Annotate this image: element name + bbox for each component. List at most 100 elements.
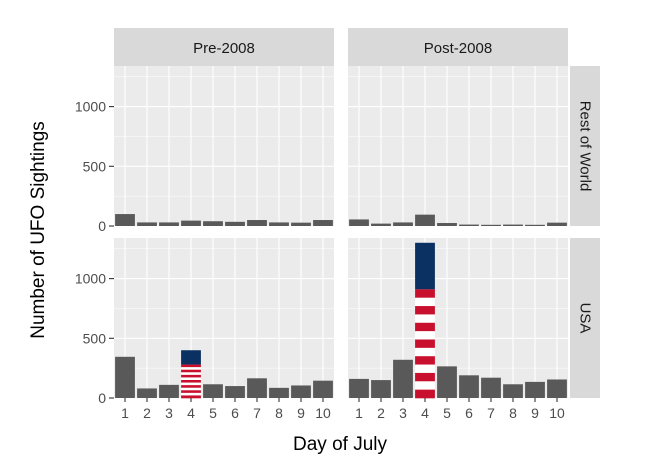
x-tick-label: 4 xyxy=(421,405,429,421)
flag-stripe xyxy=(181,367,201,371)
x-tick-label: 10 xyxy=(549,405,565,421)
x-tick-label: 4 xyxy=(187,405,195,421)
row-strip-2 xyxy=(570,238,600,398)
x-tick-label: 2 xyxy=(143,405,151,421)
bar-day-1 xyxy=(115,214,135,226)
flag-stripe xyxy=(415,364,435,374)
x-axis-label: Day of July xyxy=(293,434,387,455)
bar-day-4 xyxy=(181,220,201,226)
x-tick-label: 7 xyxy=(253,405,261,421)
row-strip-label: Rest of World xyxy=(577,101,594,192)
flag-stripe xyxy=(181,387,201,391)
x-tick-label: 8 xyxy=(509,405,517,421)
x-tick-label: 2 xyxy=(377,405,385,421)
bar-day-6 xyxy=(459,224,479,226)
bar-day-3 xyxy=(393,222,413,226)
facet-strip-label: Post-2008 xyxy=(424,40,492,57)
bar-day-8 xyxy=(269,387,289,398)
flag-stripe xyxy=(181,364,201,368)
flag-stripe xyxy=(415,322,435,332)
row-strip-1 xyxy=(570,66,600,226)
flag-stripe xyxy=(181,390,201,394)
y-tick-label: 1000 xyxy=(75,271,106,287)
bar-day-10 xyxy=(313,380,333,398)
x-tick-label: 6 xyxy=(465,405,473,421)
bar-day-1 xyxy=(349,219,369,226)
bar-day-7 xyxy=(481,377,501,398)
bar-day-10 xyxy=(313,220,333,226)
bar-day-2 xyxy=(371,223,391,226)
y-tick-label: 1000 xyxy=(75,99,106,115)
flag-stripe xyxy=(181,372,201,376)
flag-stripe xyxy=(415,381,435,390)
flag-stripe xyxy=(181,379,201,383)
bar-day-6 xyxy=(225,386,245,398)
x-tick-label: 5 xyxy=(209,405,217,421)
flag-canton xyxy=(415,242,435,290)
flag-canton xyxy=(181,350,201,365)
bar-day-2 xyxy=(137,222,157,226)
flag-bar-day-4 xyxy=(181,350,201,399)
x-tick-label: 7 xyxy=(487,405,495,421)
x-tick-label: 3 xyxy=(399,405,407,421)
bar-day-7 xyxy=(481,224,501,226)
x-tick-label: 1 xyxy=(121,405,129,421)
x-tick-label: 8 xyxy=(275,405,283,421)
flag-stripe xyxy=(415,339,435,349)
bar-day-1 xyxy=(349,378,369,398)
flag-stripe xyxy=(181,374,201,378)
flag-stripe xyxy=(181,395,201,399)
bar-day-5 xyxy=(203,384,223,398)
flag-stripe xyxy=(415,331,435,340)
panel-background xyxy=(114,66,334,226)
panel-background xyxy=(114,238,334,398)
bar-day-9 xyxy=(525,381,545,398)
facet-strip-2 xyxy=(348,28,568,66)
flag-stripe xyxy=(181,377,201,381)
x-tick-label: 6 xyxy=(231,405,239,421)
y-axis-label: Number of UFO Sightings xyxy=(28,121,49,339)
bar-day-8 xyxy=(503,384,523,398)
bar-day-8 xyxy=(503,224,523,226)
bar-day-5 xyxy=(203,221,223,226)
bar-day-9 xyxy=(525,224,545,226)
flag-stripe xyxy=(415,297,435,307)
bar-day-10 xyxy=(547,379,567,398)
bar-day-3 xyxy=(159,384,179,398)
bar-day-8 xyxy=(269,222,289,226)
bar-day-9 xyxy=(291,222,311,226)
flag-stripe xyxy=(415,289,435,299)
bar-day-2 xyxy=(137,388,157,398)
x-tick-label: 1 xyxy=(355,405,363,421)
bar-day-6 xyxy=(225,221,245,226)
panel-background xyxy=(348,238,568,398)
bar-day-9 xyxy=(291,385,311,398)
y-tick-label: 500 xyxy=(83,158,107,174)
flag-stripe xyxy=(415,356,435,365)
flag-stripe xyxy=(181,369,201,373)
bar-day-5 xyxy=(437,223,457,226)
flag-stripe xyxy=(415,347,435,357)
bar-day-7 xyxy=(247,378,267,398)
flag-stripe xyxy=(415,306,435,315)
x-tick-label: 3 xyxy=(165,405,173,421)
bar-day-3 xyxy=(159,222,179,226)
bar-day-10 xyxy=(547,222,567,226)
panel-background xyxy=(348,66,568,226)
y-tick-label: 500 xyxy=(83,330,107,346)
x-tick-label: 10 xyxy=(315,405,331,421)
y-tick-label: 0 xyxy=(98,390,106,406)
x-tick-label: 5 xyxy=(443,405,451,421)
flag-bar-day-4 xyxy=(415,242,435,399)
y-tick-label: 0 xyxy=(98,218,106,234)
flag-stripe xyxy=(181,382,201,386)
x-tick-label: 9 xyxy=(531,405,539,421)
bar-day-5 xyxy=(437,366,457,398)
flag-stripe xyxy=(415,389,435,399)
bar-day-2 xyxy=(371,380,391,398)
bar-day-7 xyxy=(247,220,267,226)
x-tick-label: 9 xyxy=(297,405,305,421)
facet-strip-1 xyxy=(114,28,334,66)
bar-day-3 xyxy=(393,359,413,398)
